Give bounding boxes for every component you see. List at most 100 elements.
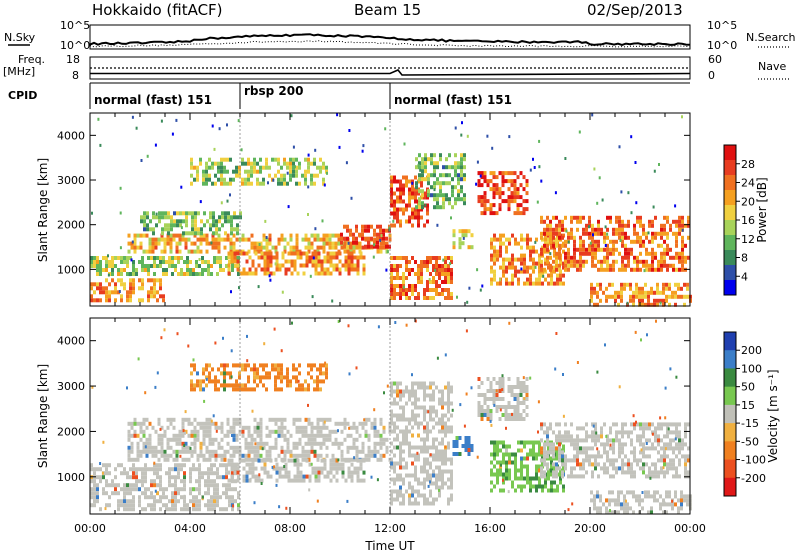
echo-cell [263, 263, 267, 268]
echo-cell [423, 288, 426, 292]
echo-cell [411, 284, 414, 288]
echo-cell [516, 211, 520, 216]
echo-cell [178, 437, 182, 442]
echo-cell [347, 458, 351, 463]
echo-cell [283, 453, 287, 458]
echo-cell [323, 183, 326, 187]
echo-cell [513, 183, 517, 188]
echo-cell [464, 448, 468, 452]
echo-cell [286, 161, 289, 166]
echo-cell [532, 265, 535, 270]
echo-cell [603, 259, 606, 264]
echo-cell [621, 434, 624, 439]
echo-cell [559, 468, 562, 473]
echo-cell [277, 371, 280, 376]
echo-cell [193, 429, 197, 434]
echo-cell [289, 433, 293, 438]
echo-cell [189, 491, 192, 496]
echo-cell [162, 491, 165, 496]
echo-cell [362, 144, 365, 148]
echo-cell [561, 243, 564, 248]
echo-cell [207, 499, 210, 504]
echo-cell [454, 165, 457, 170]
echo-cell [326, 271, 330, 276]
echo-cell [120, 487, 123, 492]
echo-cell [150, 491, 153, 496]
echo-cell [166, 441, 170, 446]
echo-cell [259, 181, 262, 186]
echo-cell [496, 257, 499, 262]
echo-cell [420, 280, 423, 284]
echo-cell [361, 449, 365, 454]
echo-cell [195, 264, 198, 268]
echo-cell [241, 181, 244, 186]
echo-cell [295, 445, 299, 450]
echo-cell [370, 449, 374, 454]
echo-cell [556, 488, 559, 493]
echo-cell [275, 259, 279, 264]
echo-cell [295, 441, 299, 446]
echo-cell [522, 211, 526, 216]
echo-cell [436, 165, 439, 170]
echo-cell [393, 292, 396, 296]
echo-cell [669, 446, 672, 451]
echo-cell [341, 470, 345, 475]
echo-cell [517, 448, 520, 453]
echo-cell [444, 461, 447, 466]
echo-cell [189, 467, 192, 472]
echo-cell [345, 161, 348, 165]
echo-cell [250, 169, 253, 174]
echo-cell [253, 437, 257, 442]
echo-cell [160, 119, 163, 123]
echo-cell [97, 117, 100, 121]
echo-cell [553, 464, 556, 469]
echo-cell [293, 259, 297, 264]
echo-cell [599, 494, 602, 499]
echo-cell [609, 251, 612, 256]
echo-cell [447, 276, 450, 280]
echo-cell [213, 499, 216, 504]
echo-cell [274, 441, 278, 446]
echo-cell [317, 466, 321, 471]
echo-cell [217, 453, 221, 458]
echo-cell [289, 379, 292, 384]
echo-cell [642, 470, 645, 475]
echo-cell [526, 476, 529, 481]
echo-cell [254, 267, 258, 272]
echo-cell [352, 437, 356, 442]
echo-cell [538, 464, 541, 469]
echo-cell [496, 468, 499, 473]
echo-cell [540, 215, 543, 220]
echo-cell [630, 422, 633, 427]
echo-cell [540, 426, 543, 431]
echo-cell [175, 433, 179, 438]
echo-cell [505, 277, 508, 282]
echo-cell [176, 219, 179, 224]
echo-cell [268, 237, 272, 242]
echo-cell [157, 417, 161, 422]
echo-cell [159, 475, 162, 480]
echo-cell [187, 249, 191, 254]
echo-cell [418, 205, 421, 210]
echo-cell [558, 243, 561, 248]
nsky-label: N.Sky [4, 31, 36, 44]
echo-cell [420, 481, 423, 486]
echo-cell [570, 231, 573, 236]
echo-cell [286, 241, 290, 246]
echo-cell [424, 177, 427, 182]
echo-cell [168, 483, 171, 488]
echo-cell [458, 237, 462, 242]
echo-cell [236, 215, 239, 220]
echo-cell [535, 464, 538, 469]
echo-cell [396, 433, 399, 438]
echo-cell [454, 201, 457, 206]
echo-cell [414, 175, 417, 180]
echo-cell [265, 241, 269, 246]
echo-cell [493, 277, 496, 282]
echo-cell [361, 228, 364, 233]
echo-cell [193, 387, 196, 392]
echo-cell [202, 441, 206, 446]
echo-cell [183, 475, 186, 480]
echo-cell [304, 233, 308, 238]
echo-cell [247, 249, 251, 254]
